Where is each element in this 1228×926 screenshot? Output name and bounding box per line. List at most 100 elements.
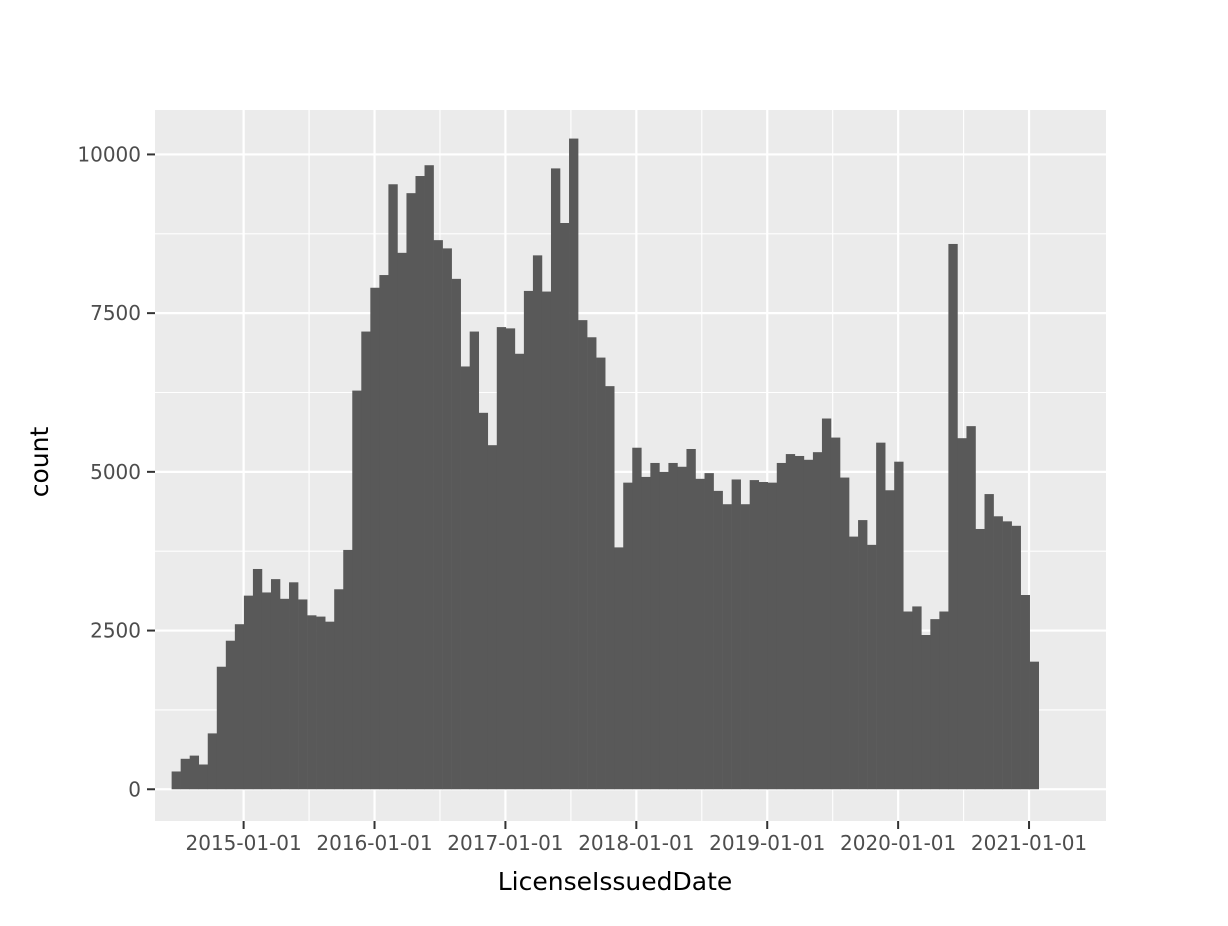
histogram-bar <box>234 624 245 790</box>
histogram-bar <box>243 595 254 790</box>
histogram-bar <box>686 448 696 790</box>
histogram-bar <box>397 252 407 790</box>
histogram-bar <box>776 462 787 790</box>
x-tick-label: 2021-01-01 <box>971 831 1087 855</box>
y-tick-label: 7500 <box>90 301 141 325</box>
histogram-bar <box>343 549 353 790</box>
histogram-bar <box>298 599 308 790</box>
histogram-bar <box>532 255 543 790</box>
histogram-bar <box>198 764 209 790</box>
histogram-bar <box>858 520 868 790</box>
histogram-bars <box>171 138 1040 790</box>
histogram-bar <box>478 412 489 790</box>
histogram-bar <box>984 494 994 790</box>
histogram-bar <box>731 479 741 790</box>
histogram-bar <box>388 184 398 790</box>
histogram-bar <box>614 547 624 790</box>
histogram-bar <box>876 442 886 790</box>
histogram-bar <box>523 290 534 790</box>
histogram-bar <box>1029 661 1040 790</box>
histogram-bar <box>171 771 181 790</box>
histogram-bar <box>361 331 371 790</box>
histogram-bar <box>433 240 443 790</box>
histogram-bar <box>569 138 579 790</box>
histogram-bar <box>767 482 778 790</box>
histogram-bar <box>280 598 290 790</box>
histogram-bar <box>1020 595 1030 790</box>
histogram-bar <box>189 755 200 790</box>
x-tick-label: 2019-01-01 <box>709 831 825 855</box>
histogram-bar <box>840 477 850 790</box>
histogram-bar <box>270 579 281 790</box>
histogram-bar <box>921 635 931 790</box>
histogram-bar <box>487 445 498 790</box>
histogram-bar <box>812 452 823 790</box>
histogram-bar <box>541 291 552 790</box>
histogram-bar <box>803 459 814 790</box>
histogram-bar <box>794 455 805 790</box>
histogram-bar <box>713 490 723 790</box>
x-tick-label: 2017-01-01 <box>447 831 563 855</box>
x-axis-ticks: 2015-01-01 2016-01-01 2017-01-01 2018-01-01… <box>186 821 1087 855</box>
histogram-bar <box>704 473 714 790</box>
histogram-bar <box>352 390 362 790</box>
histogram-bar <box>677 466 687 790</box>
x-tick-label: 2020-01-01 <box>840 831 956 855</box>
histogram-bar <box>316 616 326 790</box>
x-tick-label: 2018-01-01 <box>578 831 694 855</box>
histogram-bar <box>749 480 760 790</box>
histogram-bar <box>939 611 949 790</box>
histogram-bar <box>207 733 218 790</box>
histogram-bar <box>514 353 525 790</box>
histogram-bar <box>261 592 272 790</box>
histogram-bar <box>668 462 678 790</box>
histogram-bar <box>469 331 480 790</box>
histogram-bar <box>758 482 769 790</box>
histogram-bar <box>695 478 705 790</box>
y-tick-label: 0 <box>128 777 141 801</box>
histogram-bar <box>424 165 434 790</box>
histogram-bar <box>930 619 940 790</box>
histogram-bar <box>885 490 895 790</box>
histogram-bar <box>578 320 588 790</box>
histogram-bar <box>1002 521 1012 790</box>
histogram-bar <box>451 278 461 790</box>
histogram-bar <box>225 640 236 790</box>
histogram-bar <box>632 447 642 790</box>
histogram-bar <box>659 471 669 790</box>
histogram-bar <box>993 516 1003 790</box>
histogram-bar <box>505 328 516 790</box>
histogram-bar <box>948 243 958 790</box>
histogram-bar <box>252 568 263 790</box>
histogram-bar <box>560 223 570 790</box>
histogram-bar <box>596 357 606 790</box>
histogram-bar <box>650 462 660 790</box>
histogram-bar <box>180 758 190 790</box>
histogram-bar <box>830 437 841 790</box>
x-tick-label: 2016-01-01 <box>316 831 432 855</box>
histogram-bar <box>1011 525 1021 790</box>
histogram-bar <box>379 275 389 790</box>
histogram-bar <box>785 454 796 790</box>
histogram-bar <box>307 615 317 790</box>
histogram-bar <box>912 606 922 790</box>
histogram-bar <box>894 461 904 790</box>
histogram-bar <box>623 482 633 790</box>
y-axis-title: count <box>25 427 54 498</box>
y-tick-label: 2500 <box>90 619 141 643</box>
histogram-bar <box>903 611 913 790</box>
histogram-bar <box>460 366 470 790</box>
x-tick-label: 2015-01-01 <box>186 831 302 855</box>
histogram-bar <box>605 386 615 790</box>
histogram-bar <box>325 621 335 790</box>
histogram-bar <box>334 589 344 790</box>
histogram-bar <box>415 176 425 790</box>
histogram-bar <box>966 426 976 790</box>
y-tick-label: 5000 <box>90 460 141 484</box>
histogram-bar <box>496 327 507 790</box>
histogram-bar <box>406 193 416 790</box>
x-axis-title: LicenseIssuedDate <box>498 867 733 896</box>
histogram-bar <box>957 438 967 790</box>
histogram-bar <box>550 168 561 790</box>
